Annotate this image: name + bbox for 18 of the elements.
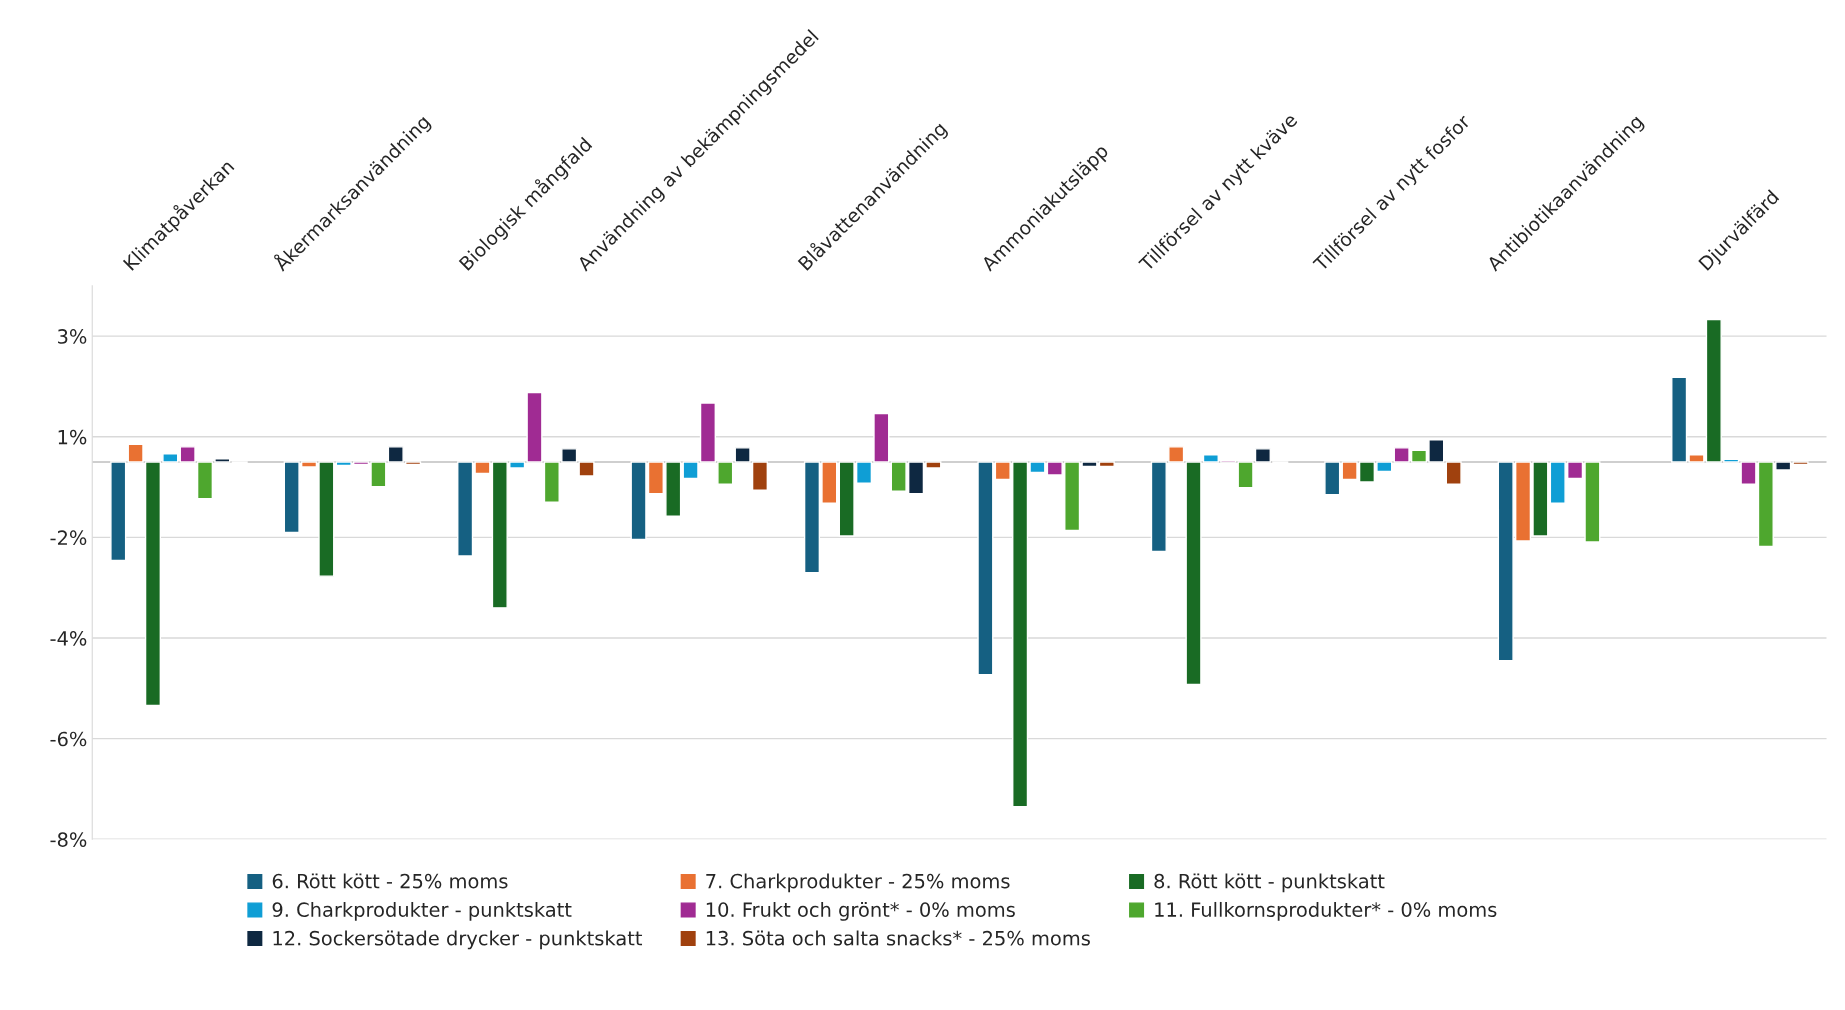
legend-label: 10. Frukt och grönt* - 0% moms (706, 901, 1015, 921)
legend-label: 9. Charkprodukter - punktskatt (272, 901, 572, 921)
bar (1445, 461, 1462, 485)
legend-label: 13. Söta och salta snacks* - 25% moms (706, 930, 1090, 946)
bar (977, 461, 994, 676)
bar (1324, 461, 1341, 496)
y-tick-label: -4% (50, 631, 87, 646)
y-tick-label: -6% (50, 731, 87, 747)
y-tick-label: 3% (58, 329, 87, 344)
y-tick-label: -8% (50, 832, 87, 847)
bar (110, 461, 127, 562)
legend-label: 8. Rött kött - punktskatt (1154, 873, 1385, 893)
legend-label: 7. Charkprodukter - 25% moms (706, 873, 1010, 893)
legend-label: 12. Sockersötade drycker - punktskatt (273, 930, 643, 950)
legend-label: 6. Rött kött - 25% moms (272, 873, 508, 889)
y-tick-label: -2% (50, 530, 87, 546)
y-tick-label: 1% (58, 429, 87, 445)
legend-label: 11. Fullkornsprodukter* - 0% moms (1155, 901, 1497, 921)
